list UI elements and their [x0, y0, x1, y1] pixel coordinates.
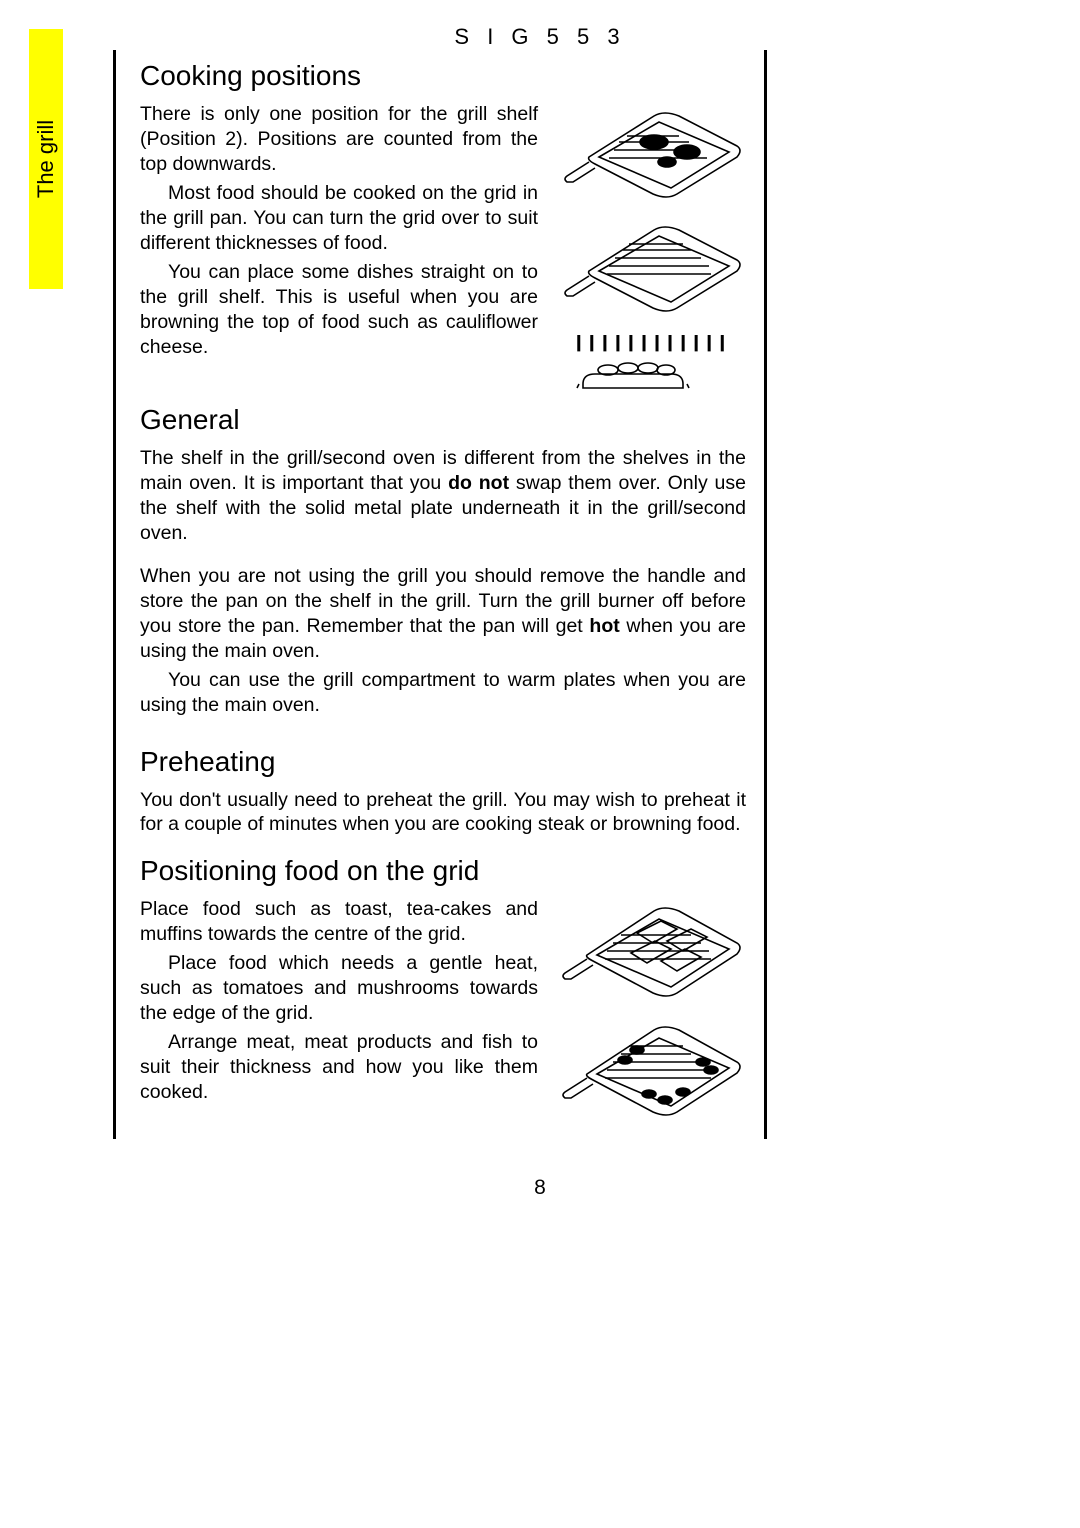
cooking-positions-p3: You can place some dishes straight on to…: [140, 260, 538, 360]
cooking-positions-p1: There is only one position for the grill…: [140, 102, 538, 177]
positioning-p3: Arrange meat, meat products and fish to …: [140, 1030, 538, 1105]
general-p1: The shelf in the grill/second oven is di…: [140, 446, 746, 546]
figure-grill-pan-food: [559, 102, 744, 202]
page-content: Cooking positions There is only one posi…: [113, 50, 767, 1139]
side-tab: The grill: [29, 29, 63, 289]
positioning-p2: Place food which needs a gentle heat, su…: [140, 951, 538, 1026]
heading-general: General: [140, 404, 746, 436]
heading-cooking-positions: Cooking positions: [140, 60, 746, 92]
general-p3: You can use the grill compartment to war…: [140, 668, 746, 718]
side-tab-label: The grill: [33, 120, 59, 198]
positioning-p1: Place food such as toast, tea-cakes and …: [140, 897, 538, 947]
heading-preheating: Preheating: [140, 746, 746, 778]
preheating-p1: You don't usually need to preheat the gr…: [140, 788, 746, 838]
burner-bars-icon: ❙❙❙❙❙❙❙❙❙❙❙❙: [573, 330, 730, 354]
model-code: S I G 5 5 3: [0, 24, 1080, 50]
cooking-positions-p2: Most food should be cooked on the grid i…: [140, 181, 538, 256]
figure-grid-toast: [559, 897, 744, 1002]
general-p2: When you are not using the grill you sho…: [140, 564, 746, 664]
page-number: 8: [0, 1176, 1080, 1200]
figure-burner-dish: ❙❙❙❙❙❙❙❙❙❙❙❙: [573, 330, 730, 394]
heading-positioning: Positioning food on the grid: [140, 855, 746, 887]
figure-grid-edge-food: [559, 1016, 744, 1121]
figure-grill-pan-empty: [559, 216, 744, 316]
